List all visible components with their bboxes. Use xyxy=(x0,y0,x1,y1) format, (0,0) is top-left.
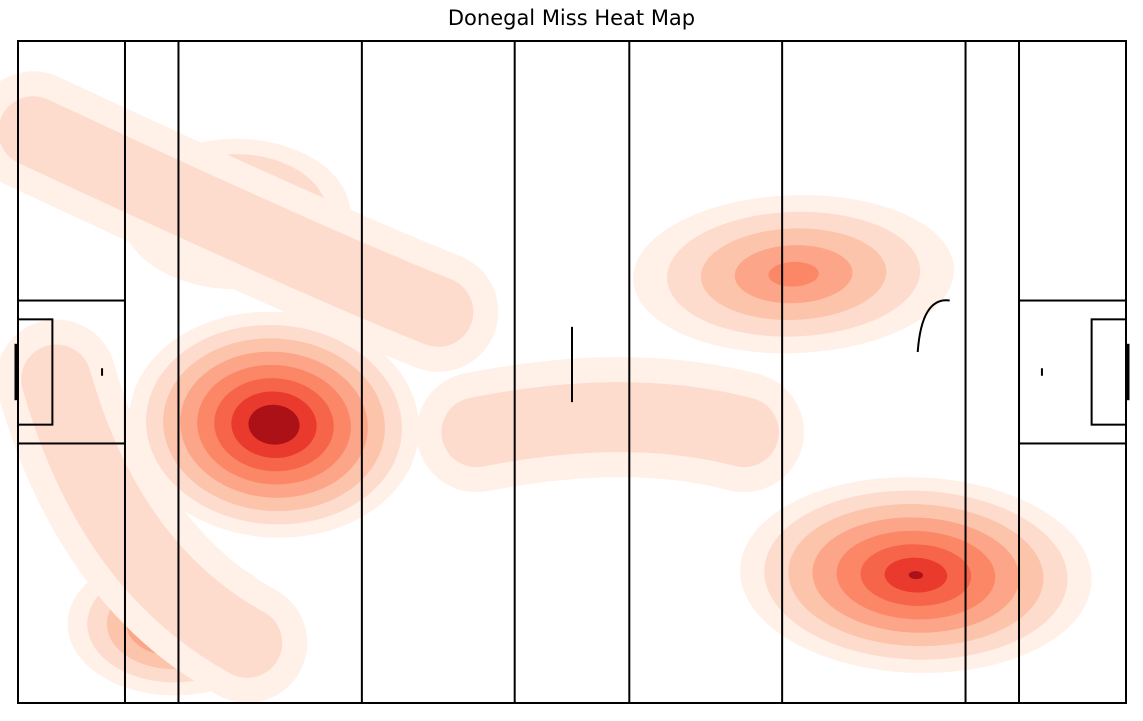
right-arc xyxy=(916,299,950,353)
pitch-markings xyxy=(14,40,1130,704)
chart-title: Donegal Miss Heat Map xyxy=(447,6,696,30)
heat-bridge-0-level-1 xyxy=(0,96,474,347)
heat-contour-level-7-peak-3 xyxy=(908,571,924,580)
heat-bridge-1-level-1 xyxy=(441,382,779,468)
left-small-rectangle xyxy=(17,318,54,426)
right-small-rectangle xyxy=(1090,318,1127,426)
heat-density-layer xyxy=(0,71,1092,703)
heat-contour-level-4-peak-4 xyxy=(768,261,819,287)
heat-contour-level-7-peak-0 xyxy=(248,404,300,445)
right-large-rectangle xyxy=(1018,299,1127,445)
heat-bridge-2-level-1 xyxy=(21,344,283,678)
